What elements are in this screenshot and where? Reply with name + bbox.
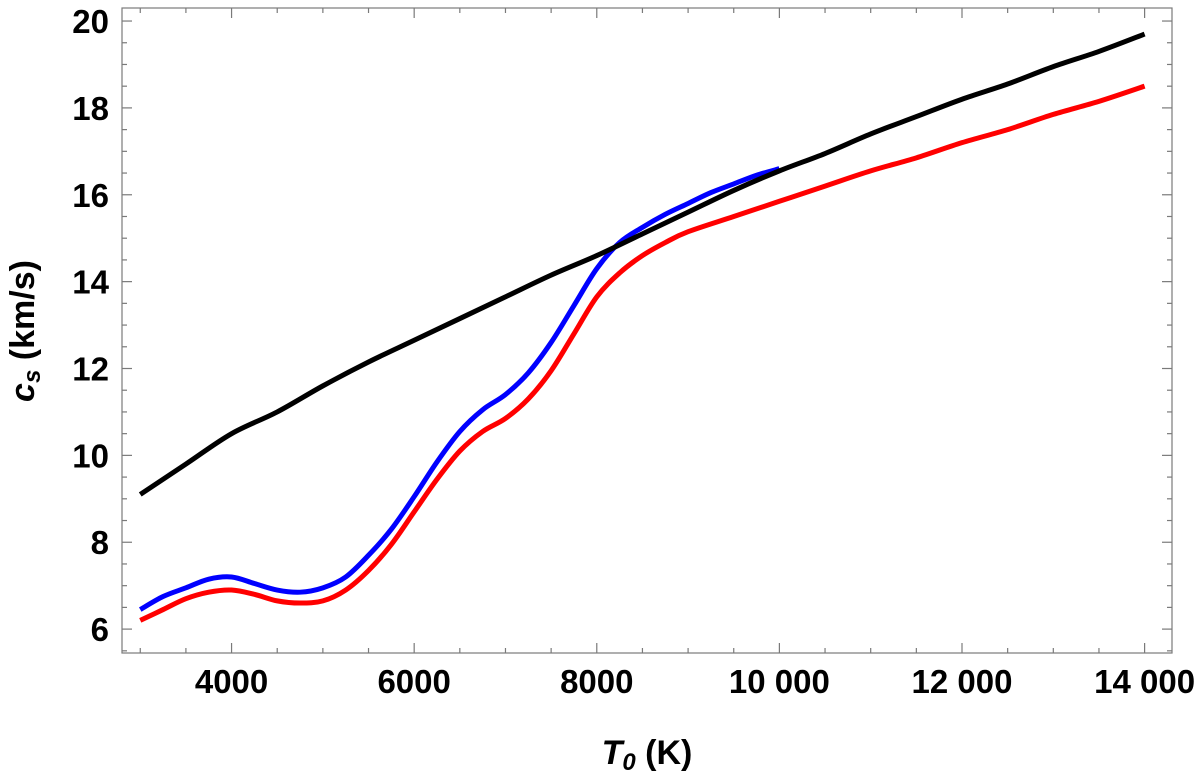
x-tick-label: 10 000: [729, 663, 830, 700]
x-axis-title: T0 (K): [602, 734, 693, 776]
y-tick-label: 8: [91, 524, 109, 561]
x-tick-label: 8000: [560, 663, 633, 700]
y-tick-label: 6: [91, 611, 109, 648]
ticks: [122, 8, 1172, 653]
series-line-black: [138, 31, 1146, 497]
y-axis-title: cs (km/s): [4, 260, 46, 402]
series-line-red: [139, 83, 1146, 623]
y-tick-label: 20: [72, 3, 109, 40]
y-tick-labels: 6 8 10 12 14 16 18 20: [72, 3, 109, 648]
series-line-blue: [139, 166, 781, 612]
y-tick-label: 12: [72, 351, 109, 388]
data-series: [138, 31, 1146, 623]
plot-area: [121, 7, 1173, 654]
x-tick-label: 14 000: [1094, 663, 1195, 700]
y-tick-label: 10: [72, 437, 109, 474]
x-tick-label: 12 000: [912, 663, 1013, 700]
x-tick-labels: 4000 6000 8000 10 000 12 000 14 000: [195, 663, 1195, 700]
x-tick-label: 4000: [195, 663, 268, 700]
x-tick-label: 6000: [377, 663, 450, 700]
y-tick-label: 18: [72, 90, 109, 127]
y-tick-label: 16: [72, 177, 109, 214]
plot-frame: [121, 7, 1173, 654]
y-tick-label: 14: [72, 264, 109, 301]
